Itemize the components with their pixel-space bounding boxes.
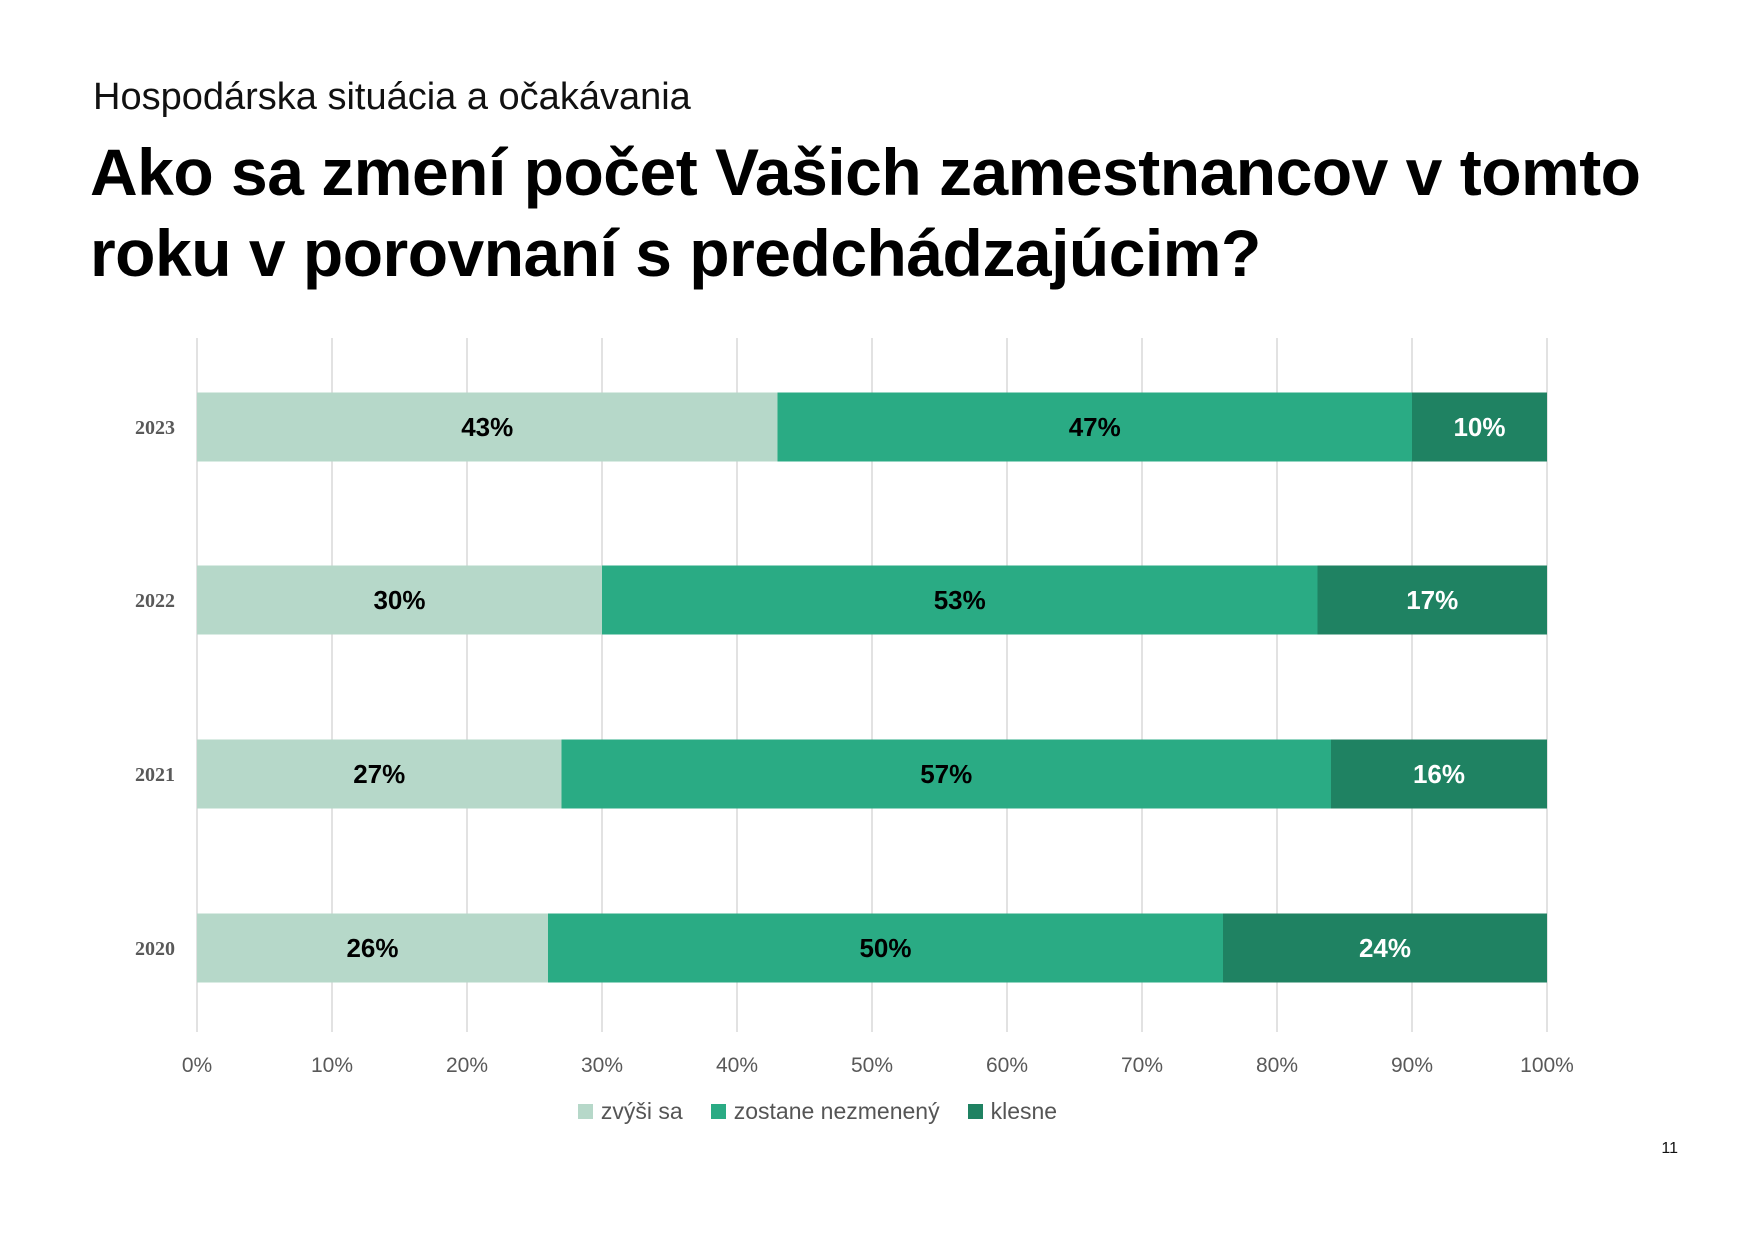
legend-item: zostane nezmenený bbox=[710, 1098, 940, 1125]
x-tick-label: 0% bbox=[182, 1054, 212, 1077]
legend-item: klesne bbox=[967, 1098, 1058, 1125]
data-label: 43% bbox=[461, 412, 513, 442]
legend-label: klesne bbox=[990, 1098, 1058, 1124]
bar-segment bbox=[777, 392, 1412, 462]
legend-swatch bbox=[710, 1104, 726, 1119]
data-label: 17% bbox=[1406, 585, 1458, 615]
data-label: 53% bbox=[934, 585, 986, 615]
y-category-label: 2020 bbox=[135, 938, 175, 960]
bar-segment bbox=[1223, 913, 1547, 983]
data-label: 50% bbox=[859, 933, 911, 963]
legend-swatch bbox=[967, 1104, 983, 1119]
bar-segment bbox=[561, 739, 1331, 809]
x-tick-label: 80% bbox=[1256, 1054, 1298, 1077]
x-tick-label: 30% bbox=[581, 1054, 623, 1077]
axes: 0% 10% 20% 30% 40% 50% 60% 70% 80% 90% 100% 2023 202… bbox=[135, 417, 1574, 1077]
legend: zvýši sa zostane nezmenený klesne bbox=[0, 1098, 1755, 1125]
bar-segment bbox=[548, 913, 1223, 983]
data-label: 47% bbox=[1069, 412, 1121, 442]
data-label: 26% bbox=[346, 933, 398, 963]
x-tick-label: 70% bbox=[1121, 1054, 1163, 1077]
y-category-label: 2021 bbox=[135, 764, 175, 786]
legend-label: zvýši sa bbox=[600, 1098, 683, 1124]
legend-label: zostane nezmenený bbox=[733, 1098, 940, 1124]
bar-segment bbox=[1317, 565, 1547, 635]
bar-segment bbox=[1331, 739, 1547, 809]
bar-segment bbox=[197, 913, 548, 983]
legend-swatch bbox=[577, 1104, 593, 1119]
data-label: 30% bbox=[373, 585, 425, 615]
data-label: 16% bbox=[1413, 759, 1465, 789]
bar-segment bbox=[197, 739, 562, 809]
stacked-bar-chart: 43% 47% 10% 30% 53% 17% 27% 57% 16% 26% 50% 24% 0% 1… bbox=[135, 338, 1574, 1077]
x-tick-label: 50% bbox=[851, 1054, 893, 1077]
data-label: 57% bbox=[920, 759, 972, 789]
page-number: 11 bbox=[1661, 1140, 1678, 1157]
x-tick-label: 20% bbox=[446, 1054, 488, 1077]
y-category-label: 2022 bbox=[135, 590, 175, 612]
data-label: 10% bbox=[1453, 412, 1505, 442]
bar-segment bbox=[197, 392, 778, 462]
bar-segment bbox=[1412, 392, 1547, 462]
x-tick-label: 60% bbox=[986, 1054, 1028, 1077]
page-subtitle: Hospodárska situácia a očakávania bbox=[93, 76, 691, 118]
page-title: Ako sa zmení počet Vašich zamestnancov v… bbox=[90, 135, 1641, 290]
bar-segment bbox=[602, 565, 1318, 635]
bars bbox=[197, 392, 1547, 983]
y-category-label: 2023 bbox=[135, 417, 175, 439]
x-tick-label: 40% bbox=[716, 1054, 758, 1077]
x-tick-label: 90% bbox=[1391, 1054, 1433, 1077]
data-labels: 43% 47% 10% 30% 53% 17% 27% 57% 16% 26% 50% 24% bbox=[346, 412, 1505, 963]
legend-item: zvýši sa bbox=[577, 1098, 683, 1125]
data-label: 24% bbox=[1359, 933, 1411, 963]
x-tick-label: 100% bbox=[1520, 1054, 1574, 1077]
bar-segment bbox=[197, 565, 602, 635]
data-label: 27% bbox=[353, 759, 405, 789]
x-tick-label: 10% bbox=[311, 1054, 353, 1077]
